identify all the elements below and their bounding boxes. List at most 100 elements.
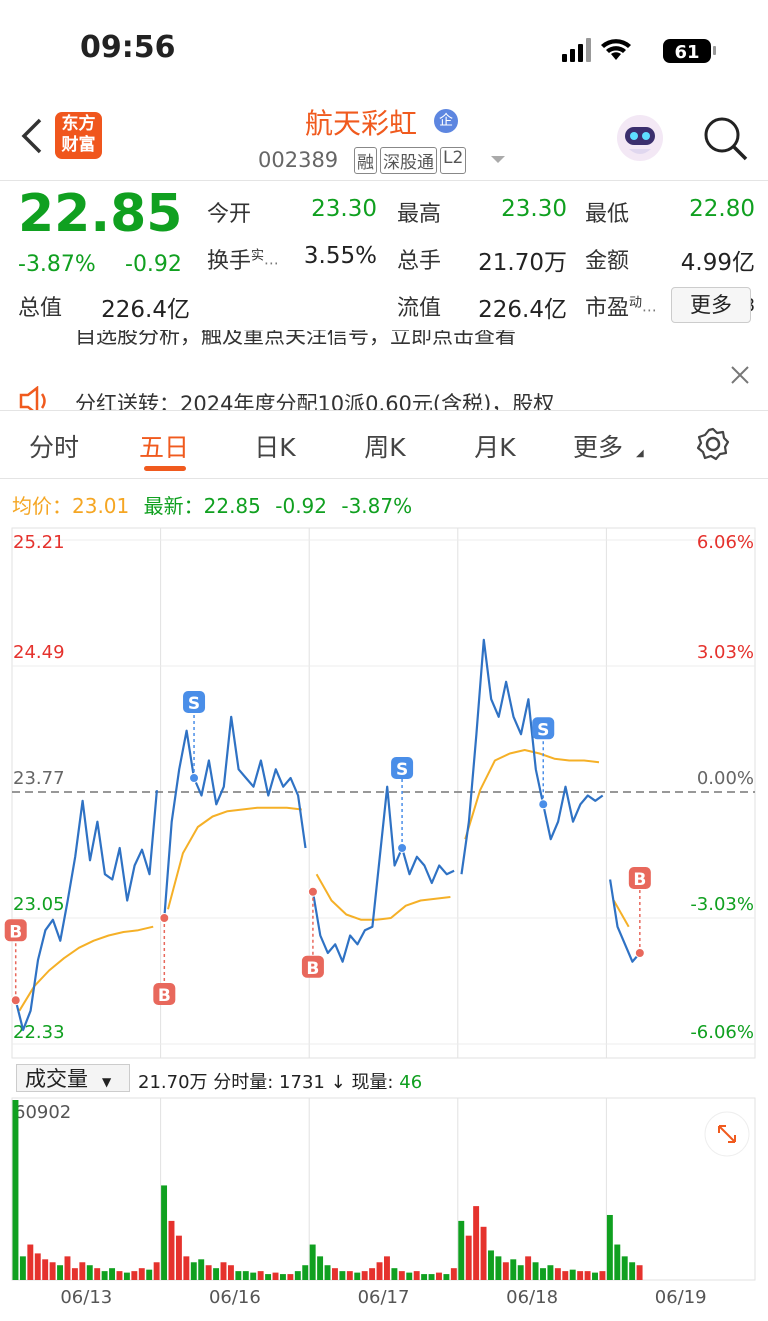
y-tick-label: 23.77 [13, 768, 65, 789]
volume-bar [436, 1272, 442, 1280]
volume-bar [406, 1272, 413, 1280]
y2-tick-label: 0.00% [697, 768, 754, 789]
volume-bar [131, 1271, 138, 1280]
marker-label: S [537, 720, 549, 740]
marker-dot [159, 913, 170, 923]
marker-dot [397, 843, 408, 853]
volume-bar [317, 1256, 324, 1280]
field-label: 最低 [585, 202, 630, 227]
volume-bar [213, 1268, 220, 1280]
volume-bar [116, 1271, 123, 1280]
x-tick-label: 06/18 [506, 1287, 558, 1308]
marker-label: B [633, 870, 646, 890]
field-label: 市盈动⋯ [585, 295, 658, 321]
indicator-selector[interactable]: 成交量 ▼ [16, 1064, 130, 1092]
field-label: 金额 [585, 249, 630, 274]
total-volume: 21.70万 [138, 1072, 208, 1093]
expand-button[interactable] [704, 1111, 750, 1157]
volume-bar [34, 1253, 41, 1280]
summary: 均价：23.01 最新：22.85 -0.92 -3.87% [12, 490, 412, 519]
pct: -3.87% [341, 494, 413, 518]
y2-tick-label: -3.03% [690, 894, 754, 915]
now-label: 现量: [351, 1072, 394, 1093]
volume-bar [101, 1271, 108, 1280]
tab[interactable]: 更多 [572, 433, 624, 462]
marker-badge [4, 919, 27, 942]
tab[interactable]: 月K [474, 433, 516, 462]
close-button[interactable] [730, 365, 750, 385]
volume-bar [554, 1268, 561, 1280]
x-tick-label: 06/17 [358, 1287, 410, 1308]
marker-dot [634, 948, 645, 958]
volume-bar [190, 1262, 197, 1280]
volume-bar [257, 1271, 264, 1280]
volume-bar [398, 1271, 405, 1280]
avg-label: 均价： [12, 494, 72, 518]
volume-bar [540, 1268, 546, 1280]
volume-bar [636, 1265, 643, 1280]
field-label: 流值 [397, 296, 442, 321]
x-tick-label: 06/19 [655, 1287, 707, 1308]
volume-bar [421, 1274, 428, 1280]
avg-line [18, 925, 154, 1012]
robot-avatar[interactable] [615, 113, 665, 163]
volume-bar [413, 1271, 420, 1280]
x-tick-label: 06/13 [60, 1287, 112, 1308]
y-tick-label: 24.49 [13, 642, 65, 663]
field-value: 3.55% [303, 243, 377, 269]
dropdown[interactable] [490, 154, 506, 164]
volume-bar [517, 1265, 524, 1280]
volume-bar [376, 1262, 383, 1280]
volume-bar [458, 1220, 465, 1280]
field-label: 最高 [397, 202, 442, 227]
volume-bar [79, 1262, 86, 1280]
tab[interactable]: 日K [254, 433, 296, 462]
stock-name: 航天彩虹 [305, 107, 418, 140]
field-value: 23.30 [501, 196, 567, 222]
avg-line [167, 806, 302, 910]
volume-bar [235, 1271, 242, 1280]
volume-bar [198, 1259, 205, 1280]
volume-bar [183, 1256, 190, 1280]
tag: 融 [354, 147, 377, 174]
volume-bar [495, 1256, 502, 1280]
marker-badge [391, 757, 414, 779]
volume-bar [510, 1259, 517, 1280]
volume-info: 21.70万 分时量: 1731 ↓ 现量: 46 [138, 1068, 422, 1094]
info-icon: ⋯ [264, 254, 280, 272]
marker-label: S [396, 760, 408, 780]
tab[interactable]: 五日 [138, 433, 190, 462]
speaker-icon [19, 386, 46, 410]
tab[interactable]: 分时 [28, 433, 80, 462]
settings-button[interactable] [696, 427, 730, 461]
y-tick-label: 25.21 [13, 532, 65, 553]
back-button[interactable] [18, 116, 48, 156]
info-icon: ⋯ [642, 301, 658, 319]
more-button[interactable]: 更多 [671, 287, 751, 323]
change: -0.92 [275, 494, 327, 518]
volume-bar [146, 1269, 153, 1280]
arrow: ↓ [330, 1072, 346, 1093]
volume-bar [473, 1206, 480, 1280]
marker-label: B [9, 922, 22, 942]
tab[interactable]: 周K [364, 433, 406, 462]
volume-bar [346, 1271, 353, 1280]
field-sup: 动 [629, 295, 643, 311]
volume-bar [19, 1256, 26, 1280]
avg-value: 23.01 [72, 494, 130, 518]
status-icons: 61 [562, 38, 716, 63]
volume-bar [64, 1256, 71, 1280]
volume-bar [227, 1265, 234, 1280]
volume-bar [109, 1268, 116, 1280]
volume-bar [302, 1265, 309, 1280]
stock-code: 002389 [258, 148, 339, 172]
volume-bar [42, 1259, 49, 1280]
field-value: 226.4亿 [478, 297, 567, 323]
search-button[interactable] [700, 114, 750, 164]
y2-tick-label: 3.03% [697, 642, 754, 663]
volume-bar [71, 1268, 78, 1280]
volume-bar [614, 1244, 621, 1280]
selector-label: 成交量 [25, 1067, 88, 1091]
volume-bar [443, 1274, 450, 1280]
